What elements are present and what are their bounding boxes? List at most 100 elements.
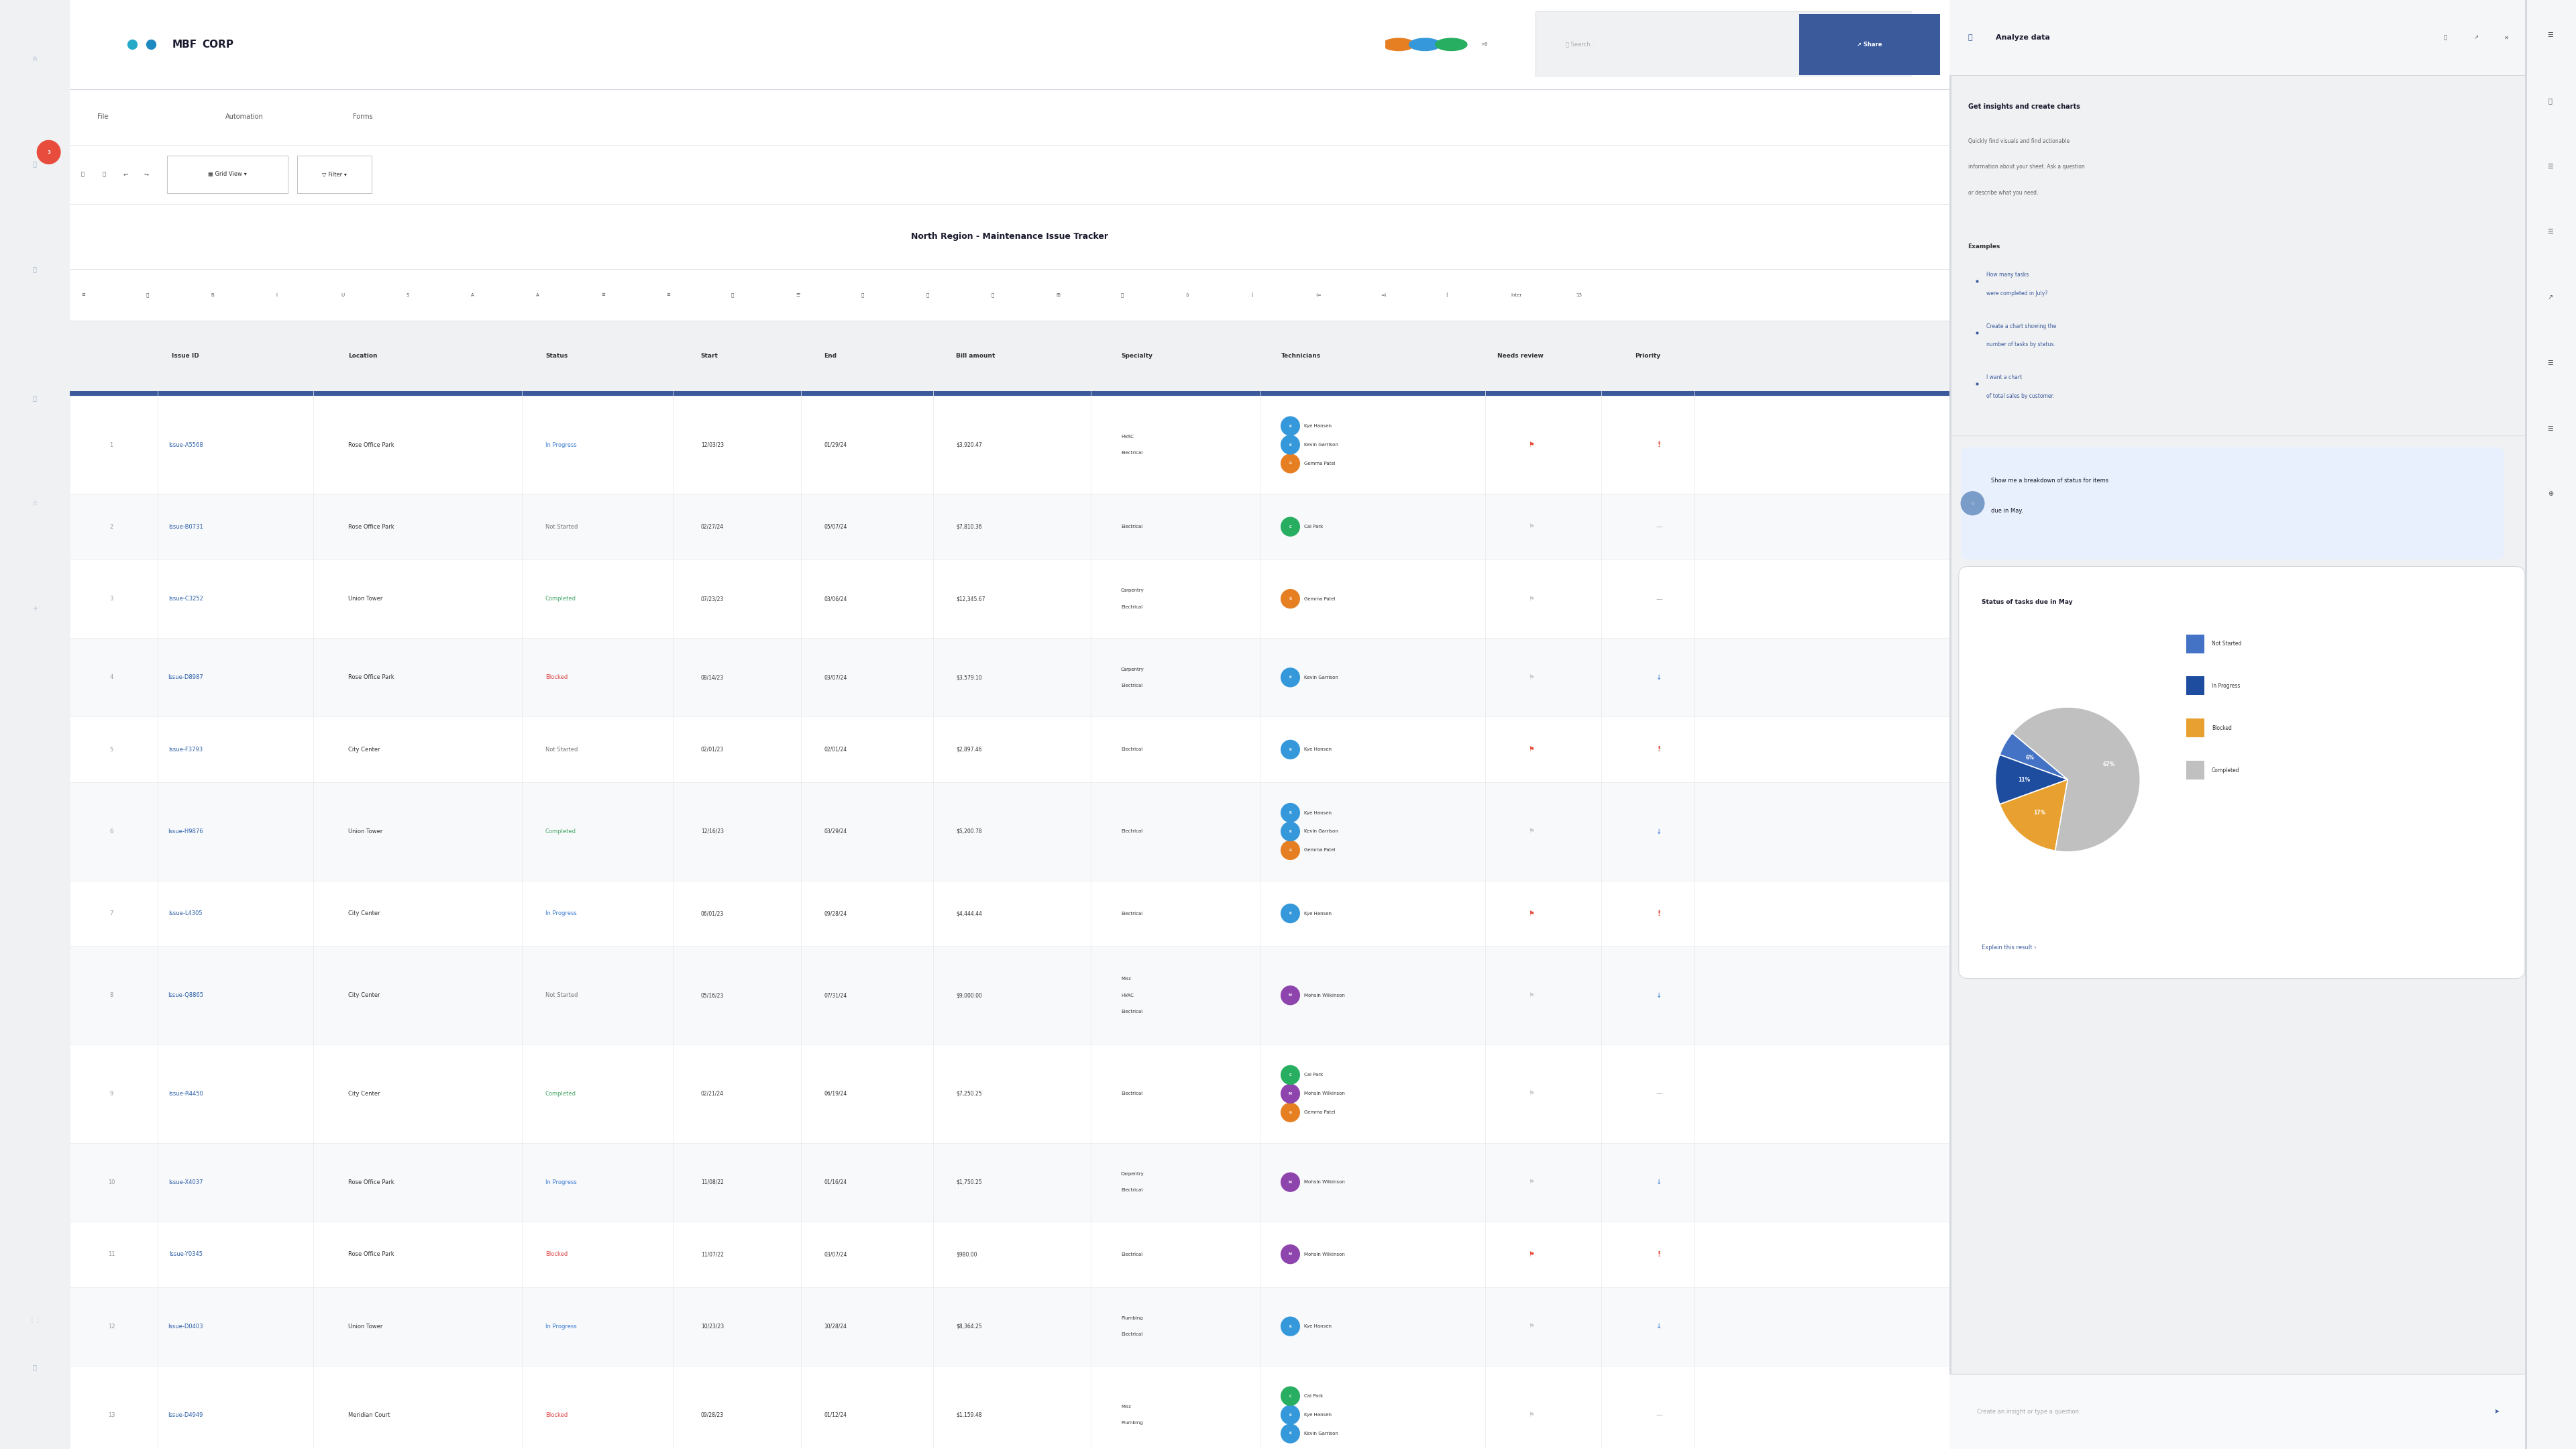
Text: 6%: 6% bbox=[2025, 755, 2035, 761]
Text: ≡: ≡ bbox=[82, 293, 85, 297]
Text: 01/29/24: 01/29/24 bbox=[824, 442, 848, 448]
Text: 📋: 📋 bbox=[1121, 293, 1123, 297]
Text: 07/23/23: 07/23/23 bbox=[701, 596, 724, 601]
Text: Location: Location bbox=[348, 352, 376, 359]
Text: Rose Office Park: Rose Office Park bbox=[348, 442, 394, 448]
Text: Create a chart showing the: Create a chart showing the bbox=[1986, 323, 2056, 329]
Text: 📊: 📊 bbox=[1968, 35, 1973, 41]
Text: number of tasks by status.: number of tasks by status. bbox=[1986, 342, 2056, 348]
Text: Not Started: Not Started bbox=[546, 746, 577, 752]
Text: 09/28/24: 09/28/24 bbox=[824, 910, 848, 916]
Text: Issue-D0403: Issue-D0403 bbox=[167, 1323, 204, 1329]
Text: 01/16/24: 01/16/24 bbox=[824, 1179, 848, 1185]
Text: U: U bbox=[1971, 501, 1973, 504]
Text: 📁: 📁 bbox=[33, 265, 36, 272]
Text: Electrical: Electrical bbox=[1121, 684, 1144, 688]
Circle shape bbox=[1280, 822, 1301, 840]
Text: 11%: 11% bbox=[2017, 777, 2030, 782]
Text: —: — bbox=[1656, 1090, 1662, 1097]
Text: 🖨: 🖨 bbox=[103, 171, 106, 177]
Text: Mohsin Wilkinson: Mohsin Wilkinson bbox=[1303, 994, 1345, 997]
Text: ⚑: ⚑ bbox=[1528, 442, 1535, 448]
Bar bbox=[70, 396, 1950, 494]
Text: ⋮⋮: ⋮⋮ bbox=[28, 1317, 41, 1323]
Text: ↓: ↓ bbox=[1656, 1323, 1662, 1330]
Text: $2,897.46: $2,897.46 bbox=[956, 746, 981, 752]
Text: A: A bbox=[536, 293, 538, 297]
Circle shape bbox=[1280, 1317, 1301, 1336]
Text: 🔔: 🔔 bbox=[2445, 35, 2447, 41]
Text: ↓: ↓ bbox=[1656, 674, 1662, 681]
Text: 🔗: 🔗 bbox=[925, 293, 930, 297]
Text: 17%: 17% bbox=[2032, 810, 2045, 816]
Text: —: — bbox=[1656, 596, 1662, 603]
Text: Automation: Automation bbox=[224, 113, 263, 120]
Text: !: ! bbox=[1656, 1250, 1662, 1258]
Text: Analyze data: Analyze data bbox=[1996, 35, 2050, 41]
Text: $8,364.25: $8,364.25 bbox=[956, 1323, 981, 1329]
Text: Plumbing: Plumbing bbox=[1121, 1421, 1144, 1424]
Text: 🔗: 🔗 bbox=[992, 293, 994, 297]
Text: ↩: ↩ bbox=[124, 171, 129, 177]
Text: were completed in July?: were completed in July? bbox=[1986, 290, 2048, 296]
Text: $12,345.67: $12,345.67 bbox=[956, 596, 984, 601]
Circle shape bbox=[1280, 1245, 1301, 1264]
Text: Gemma Patel: Gemma Patel bbox=[1303, 848, 1334, 852]
Text: A: A bbox=[471, 293, 474, 297]
Text: 05/16/23: 05/16/23 bbox=[701, 993, 724, 998]
Text: Issue ID: Issue ID bbox=[173, 352, 198, 359]
Text: 03/06/24: 03/06/24 bbox=[824, 596, 848, 601]
Text: ☰: ☰ bbox=[2548, 425, 2553, 432]
Text: Electrical: Electrical bbox=[1121, 606, 1144, 609]
Bar bbox=[296, 155, 371, 193]
Text: 13: 13 bbox=[1577, 293, 1582, 297]
Text: In Progress: In Progress bbox=[2213, 682, 2241, 688]
Bar bbox=[70, 88, 1950, 145]
Text: ↗ Share: ↗ Share bbox=[1857, 42, 1883, 48]
Text: G: G bbox=[1288, 849, 1291, 852]
Circle shape bbox=[1280, 1424, 1301, 1443]
Text: 08/14/23: 08/14/23 bbox=[701, 674, 724, 681]
Bar bbox=[2187, 635, 2205, 653]
Text: Kye Hansen: Kye Hansen bbox=[1303, 1324, 1332, 1329]
Text: Blocked: Blocked bbox=[546, 1411, 567, 1417]
Text: Electrical: Electrical bbox=[1121, 829, 1144, 833]
Wedge shape bbox=[1999, 780, 2069, 851]
Circle shape bbox=[1280, 417, 1301, 435]
Bar bbox=[70, 0, 1950, 88]
Circle shape bbox=[1280, 840, 1301, 859]
Text: Issue-L4305: Issue-L4305 bbox=[167, 910, 204, 916]
Text: MBF: MBF bbox=[173, 39, 198, 49]
Text: ⌂: ⌂ bbox=[33, 55, 36, 62]
Text: ≡: ≡ bbox=[667, 293, 670, 297]
Text: Kye Hansen: Kye Hansen bbox=[1303, 425, 1332, 427]
Bar bbox=[70, 270, 1950, 320]
Text: 06/19/24: 06/19/24 bbox=[824, 1091, 848, 1097]
Text: Issue-A5568: Issue-A5568 bbox=[167, 442, 204, 448]
Text: ⟨⟩: ⟨⟩ bbox=[1185, 293, 1190, 297]
Text: 📧: 📧 bbox=[2548, 97, 2553, 104]
Text: Union Tower: Union Tower bbox=[348, 1323, 384, 1329]
Text: Electrical: Electrical bbox=[1121, 1252, 1144, 1256]
Text: City Center: City Center bbox=[348, 910, 381, 916]
Text: information about your sheet. Ask a question: information about your sheet. Ask a ques… bbox=[1968, 164, 2084, 170]
Bar bbox=[70, 638, 1950, 717]
Text: Completed: Completed bbox=[2213, 767, 2239, 774]
Text: Show me a breakdown of status for items: Show me a breakdown of status for items bbox=[1991, 478, 2110, 484]
Wedge shape bbox=[1996, 755, 2069, 804]
Text: 07/31/24: 07/31/24 bbox=[824, 993, 848, 998]
Text: Issue-D8987: Issue-D8987 bbox=[167, 674, 204, 681]
Text: 8: 8 bbox=[111, 993, 113, 998]
Text: In Progress: In Progress bbox=[546, 910, 577, 916]
Bar bbox=[1950, 0, 2524, 75]
Text: 13: 13 bbox=[108, 1411, 116, 1417]
Text: Cai Park: Cai Park bbox=[1303, 1072, 1324, 1077]
FancyBboxPatch shape bbox=[1958, 567, 2524, 978]
Text: 💾: 💾 bbox=[82, 171, 85, 177]
Text: Blocked: Blocked bbox=[546, 674, 567, 681]
Text: Issue-F3793: Issue-F3793 bbox=[167, 746, 204, 752]
Text: Misc: Misc bbox=[1121, 1404, 1131, 1408]
Text: 12: 12 bbox=[108, 1323, 116, 1329]
Text: Union Tower: Union Tower bbox=[348, 596, 384, 601]
Text: 02/27/24: 02/27/24 bbox=[701, 523, 724, 530]
